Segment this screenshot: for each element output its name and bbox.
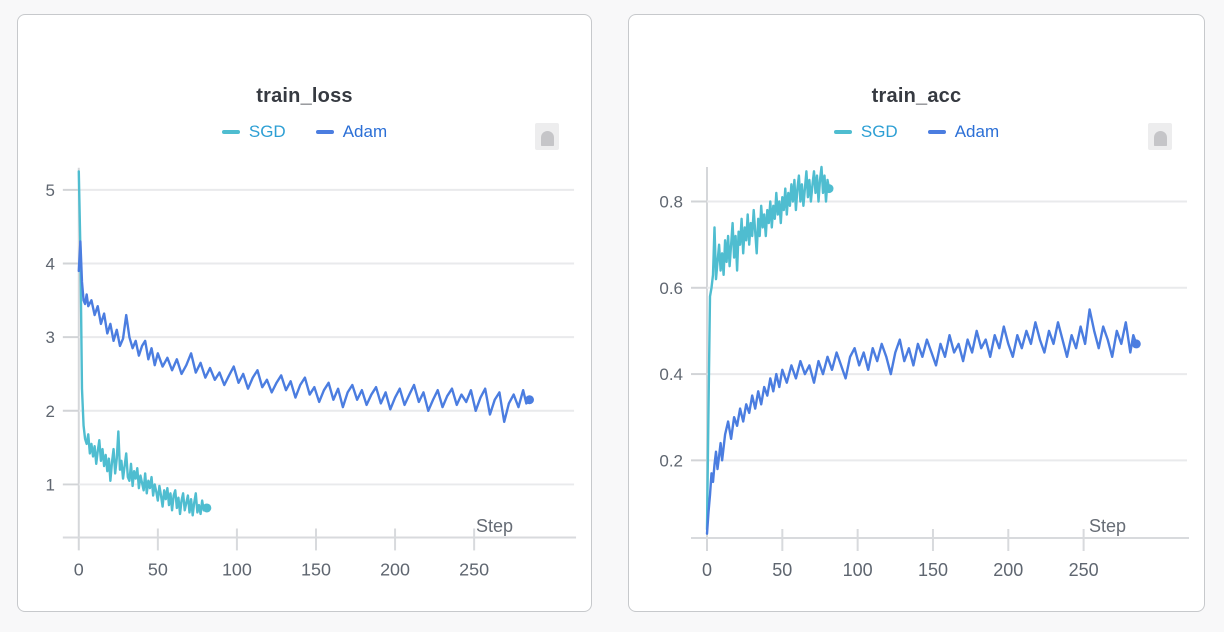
legend-item-sgd[interactable]: SGD (833, 122, 898, 142)
legend-item-adam[interactable]: Adam (927, 122, 1000, 142)
svg-text:5: 5 (45, 181, 54, 200)
chart-area: 1 2 3 4 5 0 50 100 150 200 250 Step (18, 155, 591, 613)
adam-line-swatch (927, 130, 946, 134)
svg-text:0: 0 (74, 559, 84, 579)
legend-label: SGD (248, 122, 286, 141)
svg-text:0.8: 0.8 (659, 193, 683, 212)
legend: SGD Adam (18, 122, 591, 142)
bookmark-icon-button[interactable] (535, 123, 559, 150)
sgd-line-swatch (221, 130, 240, 134)
legend-label: Adam (954, 122, 1000, 141)
svg-text:0.2: 0.2 (659, 451, 683, 470)
bookmark-icon (1153, 131, 1167, 146)
svg-text:250: 250 (1069, 560, 1099, 580)
legend-item-sgd[interactable]: SGD (221, 122, 286, 142)
legend-label: SGD (860, 122, 898, 141)
svg-text:0: 0 (702, 560, 712, 580)
svg-text:200: 200 (380, 559, 410, 579)
svg-text:200: 200 (993, 560, 1023, 580)
svg-text:3: 3 (45, 328, 54, 347)
legend-item-adam[interactable]: Adam (315, 122, 388, 142)
bookmark-icon-button[interactable] (1148, 123, 1172, 150)
chart-title: train_loss (256, 85, 353, 107)
x-axis-label: Step (475, 516, 513, 536)
svg-text:50: 50 (148, 559, 168, 579)
svg-text:2: 2 (45, 402, 54, 421)
svg-text:50: 50 (772, 560, 792, 580)
bookmark-icon (540, 131, 554, 146)
chart-panel-train-acc[interactable]: train_acc SGD Adam 0.2 0.4 0.6 0.8 0 50 100 150… (628, 14, 1205, 612)
adam-line-swatch (315, 130, 334, 134)
svg-text:150: 150 (918, 560, 948, 580)
chart-title: train_acc (871, 85, 962, 107)
svg-text:0.4: 0.4 (659, 365, 683, 384)
legend-label: Adam (342, 122, 388, 141)
chart-area: 0.2 0.4 0.6 0.8 0 50 100 150 200 250 Step (629, 155, 1204, 613)
svg-text:4: 4 (45, 254, 54, 273)
svg-text:150: 150 (301, 559, 331, 579)
chart-plot-area[interactable]: 0.2 0.4 0.6 0.8 0 50 100 150 200 250 (629, 155, 1204, 613)
svg-text:100: 100 (843, 560, 873, 580)
sgd-line-swatch (833, 130, 852, 134)
svg-text:0.6: 0.6 (659, 279, 683, 298)
svg-text:1: 1 (45, 475, 54, 494)
chart-panel-train-loss[interactable]: train_loss SGD Adam 1 2 3 4 5 0 50 100 150 200 250… (17, 14, 592, 612)
svg-text:250: 250 (459, 559, 489, 579)
legend: SGD Adam (629, 122, 1204, 142)
svg-text:100: 100 (222, 559, 252, 579)
x-axis-label: Step (1088, 516, 1126, 536)
